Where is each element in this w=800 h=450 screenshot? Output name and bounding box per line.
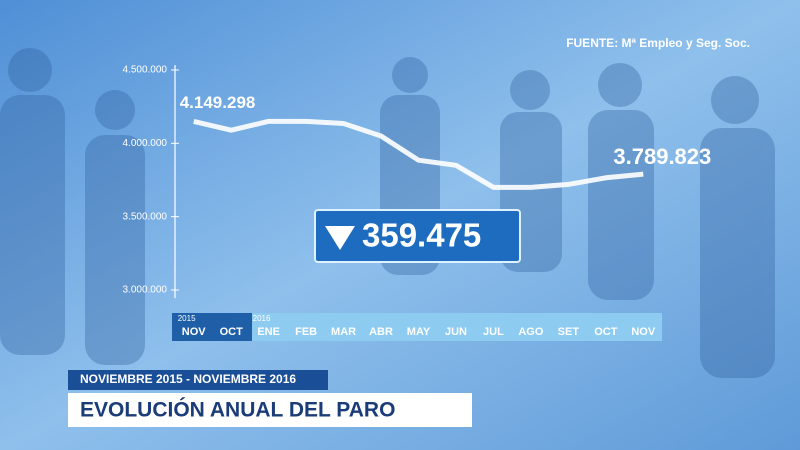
delta-value: 359.475: [362, 217, 481, 254]
subtitle: NOVIEMBRE 2015 - NOVIEMBRE 2016: [80, 372, 296, 386]
category-bar: [172, 313, 662, 341]
y-tick-label: 3.000.000: [123, 285, 168, 296]
year-label: 2016: [253, 314, 271, 323]
x-tick-label: SET: [558, 326, 580, 338]
value-label: 4.149.298: [180, 93, 256, 112]
x-tick-label: OCT: [220, 326, 244, 338]
x-tick-label: MAY: [407, 326, 431, 338]
subtitle-bar: [68, 370, 328, 390]
year-label: 2015: [178, 314, 196, 323]
title-bar: [68, 393, 472, 427]
plot: 3.000.000 3.500.000 4.000.000 4.500.000 4.14…: [123, 65, 711, 298]
source: FUENTE: Mª Empleo y Seg. Soc.: [566, 36, 750, 50]
delta-box: [314, 209, 521, 263]
title: EVOLUCIÓN ANUAL DEL PARO: [80, 398, 395, 422]
x-tick-label: JUN: [445, 326, 467, 338]
x-tick-label: NOV: [631, 326, 656, 338]
categories: 2015 2016 NOV OCT ENE FEB MAR ABR MAY JUN JUL AGO SE…: [178, 314, 656, 338]
data-line: [193, 118, 644, 190]
category-bar-2015: [172, 313, 252, 341]
x-tick-label: MAR: [331, 326, 356, 338]
x-tick-label: OCT: [594, 326, 618, 338]
y-tick-label: 3.500.000: [123, 211, 168, 222]
down-arrow: [325, 226, 355, 250]
x-tick-label: ABR: [369, 326, 393, 338]
x-tick-label: AGO: [518, 326, 544, 338]
value-label: 3.789.823: [613, 144, 711, 169]
x-tick-label: FEB: [295, 326, 317, 338]
x-tick-label: NOV: [182, 326, 207, 338]
y-tick-label: 4.500.000: [123, 65, 168, 76]
y-tick-label: 4.000.000: [123, 138, 168, 149]
x-tick-label: ENE: [257, 326, 280, 338]
x-tick-label: JUL: [483, 326, 504, 338]
